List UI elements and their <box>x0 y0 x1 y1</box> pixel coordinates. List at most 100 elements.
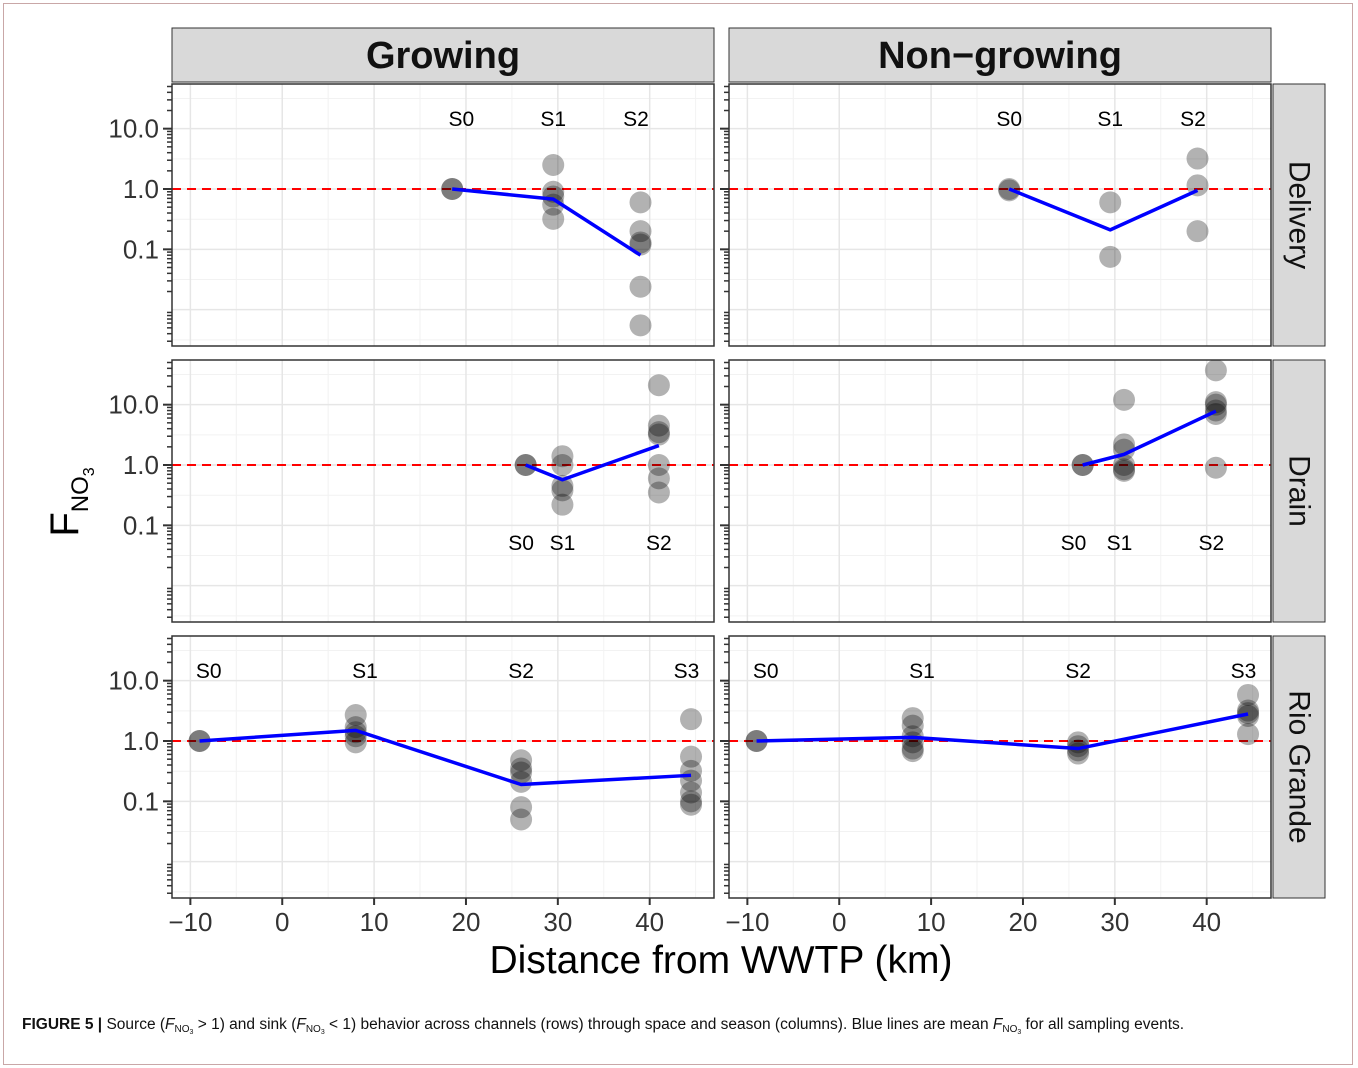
panel-border <box>728 635 1272 899</box>
caption-var-2: F <box>296 1016 306 1033</box>
data-point <box>1113 458 1136 481</box>
data-point <box>629 275 652 298</box>
site-label: S2 <box>1180 108 1206 131</box>
y-tick-label: 0.1 <box>123 510 159 540</box>
panel-background <box>172 636 714 898</box>
data-point <box>647 454 670 477</box>
site-label: S2 <box>1198 532 1224 555</box>
panel-border <box>171 635 715 899</box>
caption-label: FIGURE 5 | <box>22 1016 103 1033</box>
data-point <box>647 423 670 446</box>
site-label: S0 <box>449 108 475 131</box>
panel-border <box>171 359 715 623</box>
site-label: S2 <box>623 108 649 131</box>
panel-border <box>171 83 715 347</box>
site-label: S1 <box>1097 108 1123 131</box>
data-point <box>1113 433 1136 456</box>
row-strip <box>1272 83 1326 347</box>
y-axis-title-main: F <box>43 512 87 536</box>
panel-border <box>728 359 1272 623</box>
figure-caption: FIGURE 5 | Source (FNO3 > 1) and sink (F… <box>22 1014 1334 1044</box>
data-point <box>901 737 924 760</box>
data-point <box>647 467 670 490</box>
caption-var-1: F <box>165 1016 175 1033</box>
site-label: S2 <box>1065 660 1091 683</box>
data-point <box>629 314 652 337</box>
data-point <box>1237 683 1260 706</box>
x-tick-label: 20 <box>1009 907 1038 937</box>
data-point <box>1067 735 1090 758</box>
data-point <box>1204 399 1227 422</box>
data-point <box>1186 220 1209 243</box>
data-point <box>1099 191 1122 214</box>
mean-line <box>199 728 692 787</box>
data-point <box>629 231 652 254</box>
data-point <box>680 781 703 804</box>
facet-panel: S0 S1 S2 S3 −10 0 10 20 30 40 <box>720 635 1272 937</box>
site-label: S2 <box>646 532 672 555</box>
panel-background <box>172 360 714 622</box>
y-tick-label: 0.1 <box>123 234 159 264</box>
site-label: S3 <box>1231 660 1257 683</box>
mean-line <box>1008 187 1199 232</box>
data-point <box>542 207 565 230</box>
x-tick-label: 20 <box>452 907 481 937</box>
figure-frame <box>3 3 1353 1065</box>
caption-var-1-subsub: 3 <box>189 1029 194 1036</box>
site-label: S1 <box>550 532 576 555</box>
data-point <box>1186 147 1209 170</box>
data-point <box>629 220 652 243</box>
mean-line <box>525 443 660 482</box>
x-tick-label: 40 <box>635 907 664 937</box>
data-point <box>680 790 703 813</box>
column-strip-label: Growing <box>366 35 520 77</box>
mean-line <box>452 187 642 257</box>
data-point <box>542 153 565 176</box>
data-point <box>1186 174 1209 197</box>
facet-panel: S0 S1 S2 10.0 1.0 0.1 <box>108 359 715 623</box>
data-point <box>344 731 367 754</box>
row-strip-label: Rio Grande <box>1283 690 1316 843</box>
site-label: S0 <box>508 532 534 555</box>
row-strip <box>1272 635 1326 899</box>
x-tick-label: 30 <box>543 907 572 937</box>
caption-var-3-subsub: 3 <box>1017 1029 1022 1036</box>
caption-var-3: F <box>992 1016 1003 1033</box>
row-strip <box>1272 359 1326 623</box>
data-point <box>551 474 574 497</box>
panel-background <box>172 84 714 346</box>
site-label: S1 <box>1107 532 1133 555</box>
site-label: S1 <box>352 660 378 683</box>
data-point <box>510 761 533 784</box>
caption-text-1: Source ( <box>102 1016 166 1033</box>
caption-text-2: > 1) and sink ( <box>193 1016 297 1033</box>
data-point <box>1204 456 1227 479</box>
data-point <box>1204 391 1227 414</box>
data-point <box>1067 739 1090 762</box>
x-tick-label: 40 <box>1192 907 1221 937</box>
data-point <box>1237 702 1260 725</box>
y-axis-title-subsub: 3 <box>81 467 98 476</box>
data-point <box>647 421 670 444</box>
x-tick-label: 10 <box>917 907 946 937</box>
data-point <box>629 191 652 214</box>
caption-var-2-sub-text: NO <box>305 1024 321 1035</box>
mean-line <box>756 712 1249 751</box>
caption-var-1-sub: NO3 <box>174 1024 194 1036</box>
caption-var-1-sub-text: NO <box>174 1024 190 1035</box>
x-tick-label: −10 <box>725 907 769 937</box>
y-tick-label: 0.1 <box>123 786 159 816</box>
x-tick-label: −10 <box>168 907 212 937</box>
data-point <box>344 703 367 726</box>
facet-panel: S0 S1 S2 10.0 1.0 0.1 <box>108 83 715 347</box>
y-tick-label: 1.0 <box>123 450 159 480</box>
panel-background <box>729 360 1271 622</box>
data-point <box>680 708 703 731</box>
caption-var-3-sub: NO3 <box>1002 1024 1022 1036</box>
data-point <box>551 454 574 477</box>
facet-panel: S0 S1 S2 <box>720 359 1272 623</box>
panel-background <box>729 636 1271 898</box>
caption-var-2-subsub: 3 <box>320 1029 325 1036</box>
faceted-chart: Growing Non−growing Delivery Drain Rio Grand… <box>43 27 1326 982</box>
column-strip <box>728 27 1272 83</box>
